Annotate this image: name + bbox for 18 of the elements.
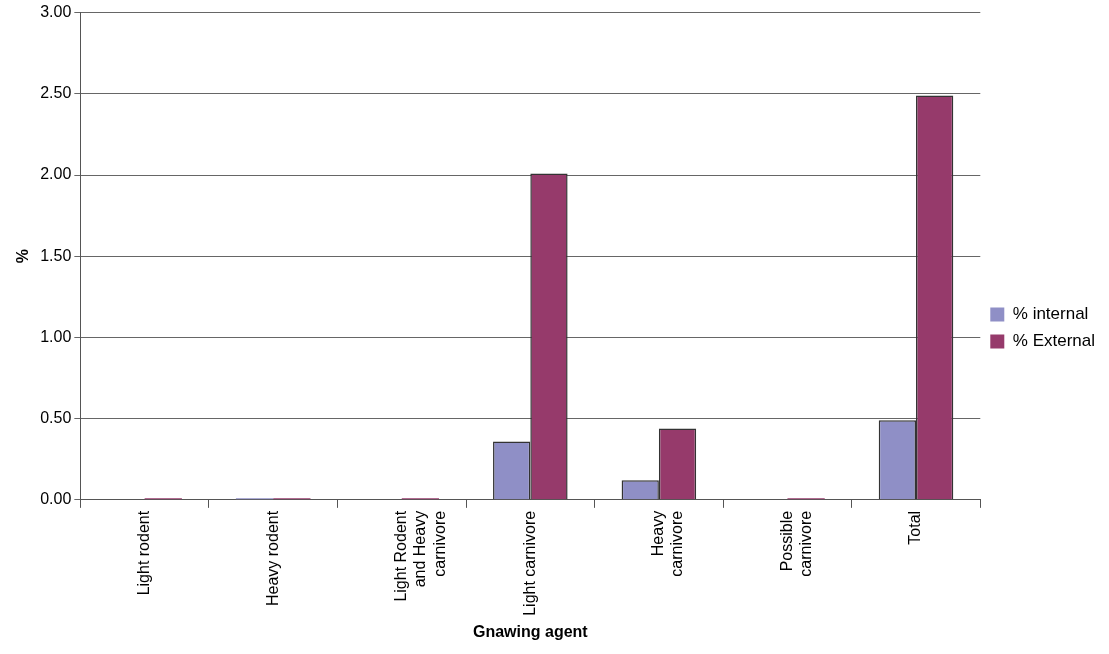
x-tick-label: Light Rodent and Heavy carnivore bbox=[392, 510, 448, 602]
x-tick-label: Heavy rodent bbox=[263, 510, 281, 607]
legend-label: % internal bbox=[1012, 304, 1089, 324]
x-tick-label: Light rodent bbox=[135, 510, 153, 596]
x-tick-label: Possible carnivore bbox=[777, 510, 815, 577]
x-tick-label: Total bbox=[906, 510, 924, 545]
x-tick-label: Heavy carnivore bbox=[649, 510, 686, 577]
y-axis-title: % bbox=[14, 249, 32, 264]
y-tick-label: 0.00 bbox=[40, 490, 72, 508]
y-tick-label: 2.50 bbox=[40, 84, 72, 102]
y-tick-label: 2.00 bbox=[40, 165, 72, 183]
x-tick-label: Light carnivore bbox=[520, 510, 538, 616]
legend-label: % External bbox=[1012, 331, 1095, 351]
y-tick-label: 1.00 bbox=[40, 327, 72, 345]
y-tick-label: 1.50 bbox=[40, 246, 72, 264]
y-tick-label: 0.50 bbox=[40, 409, 72, 427]
y-tick-label: 3.00 bbox=[40, 3, 72, 21]
x-axis-title: Gnawing agent bbox=[472, 622, 589, 640]
